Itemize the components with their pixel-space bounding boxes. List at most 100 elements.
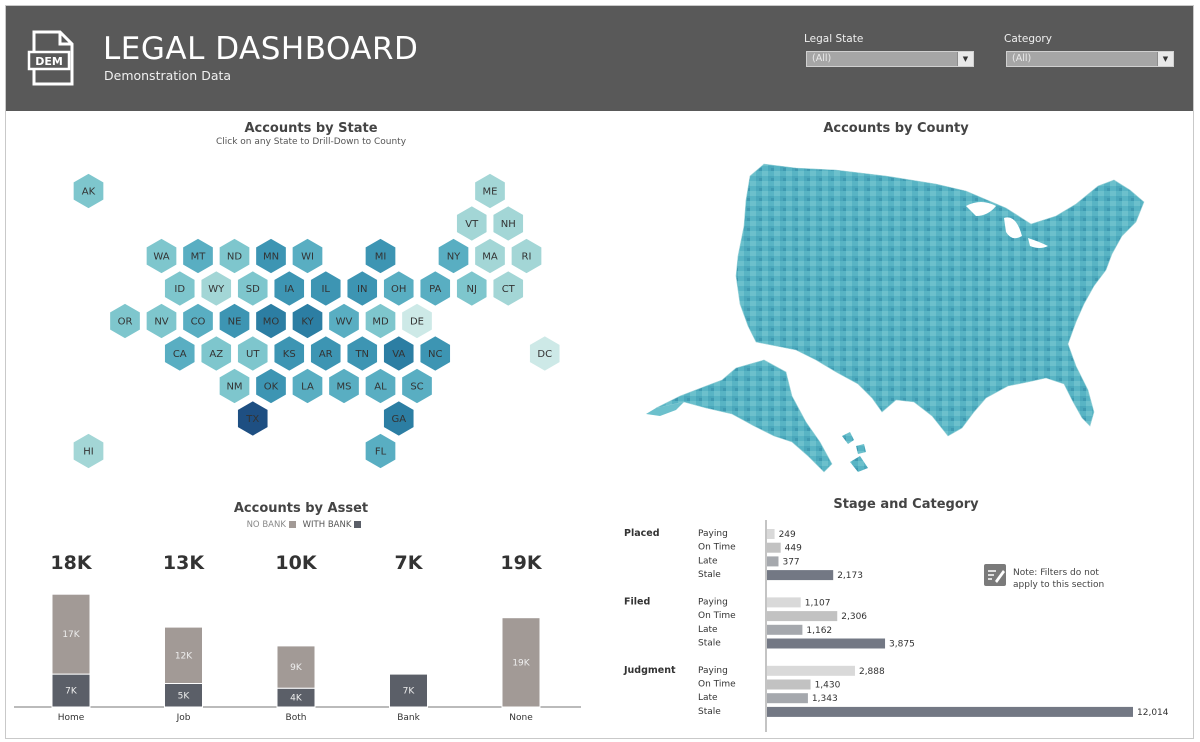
state-hex-ga[interactable]: GA bbox=[382, 399, 416, 438]
chevron-down-icon[interactable]: ▼ bbox=[1157, 52, 1173, 66]
state-hex-shape[interactable] bbox=[418, 334, 452, 373]
state-hex-shape[interactable] bbox=[382, 269, 416, 308]
state-hex-shape[interactable] bbox=[145, 237, 178, 275]
state-hex-shape[interactable] bbox=[163, 269, 197, 308]
state-hex-shape[interactable] bbox=[291, 367, 324, 405]
state-hex-md[interactable]: MD bbox=[364, 302, 397, 340]
state-hex-shape[interactable] bbox=[528, 334, 562, 373]
state-hex-wy[interactable]: WY bbox=[199, 269, 233, 308]
state-hex-shape[interactable] bbox=[473, 172, 507, 210]
state-hex-ak[interactable]: AK bbox=[72, 172, 105, 210]
state-hex-wi[interactable]: WI bbox=[291, 237, 324, 275]
state-hex-pa[interactable]: PA bbox=[418, 269, 452, 308]
state-hex-nm[interactable]: NM bbox=[218, 367, 251, 405]
stage-bar[interactable] bbox=[767, 706, 1133, 717]
state-hex-az[interactable]: AZ bbox=[199, 334, 233, 373]
stage-bar[interactable] bbox=[767, 556, 779, 567]
state-hex-ma[interactable]: MA bbox=[473, 237, 507, 275]
state-hex-mn[interactable]: MN bbox=[254, 237, 288, 275]
state-hex-shape[interactable] bbox=[199, 269, 233, 308]
state-hex-sd[interactable]: SD bbox=[236, 269, 270, 308]
state-hex-nj[interactable]: NJ bbox=[455, 269, 489, 308]
state-hex-shape[interactable] bbox=[72, 172, 105, 210]
state-hex-shape[interactable] bbox=[364, 302, 397, 340]
stage-bar[interactable] bbox=[767, 529, 775, 539]
state-hex-shape[interactable] bbox=[272, 269, 306, 308]
chevron-down-icon[interactable]: ▼ bbox=[957, 52, 973, 66]
state-hex-va[interactable]: VA bbox=[382, 334, 416, 373]
stage-bar[interactable] bbox=[767, 665, 855, 676]
hawaii-shape[interactable] bbox=[842, 432, 868, 472]
state-hex-shape[interactable] bbox=[254, 367, 288, 405]
state-hex-ne[interactable]: NE bbox=[218, 302, 251, 340]
state-hex-shape[interactable] bbox=[473, 237, 507, 275]
state-hex-ia[interactable]: IA bbox=[272, 269, 306, 308]
state-hex-shape[interactable] bbox=[236, 399, 270, 438]
state-hex-shape[interactable] bbox=[364, 237, 397, 275]
state-hex-shape[interactable] bbox=[254, 237, 288, 275]
state-hex-shape[interactable] bbox=[455, 204, 489, 243]
stage-bar[interactable] bbox=[767, 693, 808, 704]
stage-bar[interactable] bbox=[767, 679, 811, 690]
state-hex-ny[interactable]: NY bbox=[437, 237, 470, 275]
state-hex-shape[interactable] bbox=[400, 302, 434, 340]
state-hex-shape[interactable] bbox=[72, 432, 105, 470]
state-hex-oh[interactable]: OH bbox=[382, 269, 416, 308]
state-hex-dc[interactable]: DC bbox=[528, 334, 562, 373]
category-dropdown[interactable]: (All) ▼ bbox=[1006, 51, 1174, 67]
county-choropleth-map[interactable] bbox=[636, 146, 1156, 481]
state-hex-ms[interactable]: MS bbox=[327, 367, 361, 405]
state-hex-ca[interactable]: CA bbox=[163, 334, 197, 373]
state-hex-shape[interactable] bbox=[455, 269, 489, 308]
state-hex-shape[interactable] bbox=[145, 302, 178, 340]
asset-bar-with-bank[interactable] bbox=[51, 673, 91, 708]
state-hex-mo[interactable]: MO bbox=[254, 302, 288, 340]
state-hex-shape[interactable] bbox=[218, 237, 251, 275]
stage-bar[interactable] bbox=[767, 638, 886, 649]
state-hex-shape[interactable] bbox=[236, 269, 270, 308]
state-hex-shape[interactable] bbox=[491, 204, 525, 243]
asset-bar-no-bank[interactable] bbox=[51, 593, 91, 675]
state-hex-shape[interactable] bbox=[491, 269, 525, 308]
state-hex-ks[interactable]: KS bbox=[272, 334, 306, 373]
state-hex-shape[interactable] bbox=[309, 269, 343, 308]
state-hex-shape[interactable] bbox=[418, 269, 452, 308]
state-hex-shape[interactable] bbox=[400, 367, 434, 405]
state-hex-wv[interactable]: WV bbox=[327, 302, 361, 340]
state-hex-shape[interactable] bbox=[382, 334, 416, 373]
state-hex-or[interactable]: OR bbox=[108, 302, 142, 340]
state-hex-ct[interactable]: CT bbox=[491, 269, 525, 308]
state-hex-shape[interactable] bbox=[327, 302, 361, 340]
state-hex-ok[interactable]: OK bbox=[254, 367, 288, 405]
state-hex-sc[interactable]: SC bbox=[400, 367, 434, 405]
state-hex-shape[interactable] bbox=[291, 302, 324, 340]
stage-bar[interactable] bbox=[767, 611, 838, 622]
state-hex-ri[interactable]: RI bbox=[510, 237, 543, 275]
stage-bar[interactable] bbox=[767, 597, 801, 608]
state-hex-shape[interactable] bbox=[108, 302, 142, 340]
stage-bar[interactable] bbox=[767, 542, 781, 553]
state-hex-shape[interactable] bbox=[382, 399, 416, 438]
state-hex-al[interactable]: AL bbox=[364, 367, 397, 405]
contiguous-us-shape[interactable] bbox=[735, 163, 1145, 437]
state-hex-shape[interactable] bbox=[364, 367, 397, 405]
state-hex-fl[interactable]: FL bbox=[364, 432, 397, 470]
state-hex-shape[interactable] bbox=[218, 302, 251, 340]
state-hex-shape[interactable] bbox=[510, 237, 543, 275]
state-hex-mt[interactable]: MT bbox=[181, 237, 215, 275]
stage-bar-chart[interactable]: Placed Paying 249 On Time 449 Late 377 Stale 2,1… bbox=[616, 518, 1186, 733]
state-hex-shape[interactable] bbox=[236, 334, 270, 373]
state-hex-tx[interactable]: TX bbox=[236, 399, 270, 438]
state-hex-shape[interactable] bbox=[272, 334, 306, 373]
state-hex-id[interactable]: ID bbox=[163, 269, 197, 308]
state-hex-tn[interactable]: TN bbox=[345, 334, 379, 373]
state-hex-nh[interactable]: NH bbox=[491, 204, 525, 243]
state-hex-shape[interactable] bbox=[437, 237, 470, 275]
state-hex-shape[interactable] bbox=[345, 334, 379, 373]
state-hex-ky[interactable]: KY bbox=[291, 302, 324, 340]
state-hex-vt[interactable]: VT bbox=[455, 204, 489, 243]
asset-bar-no-bank[interactable] bbox=[501, 617, 541, 708]
state-hex-in[interactable]: IN bbox=[345, 269, 379, 308]
state-hex-hi[interactable]: HI bbox=[72, 432, 105, 470]
state-hex-ar[interactable]: AR bbox=[309, 334, 343, 373]
